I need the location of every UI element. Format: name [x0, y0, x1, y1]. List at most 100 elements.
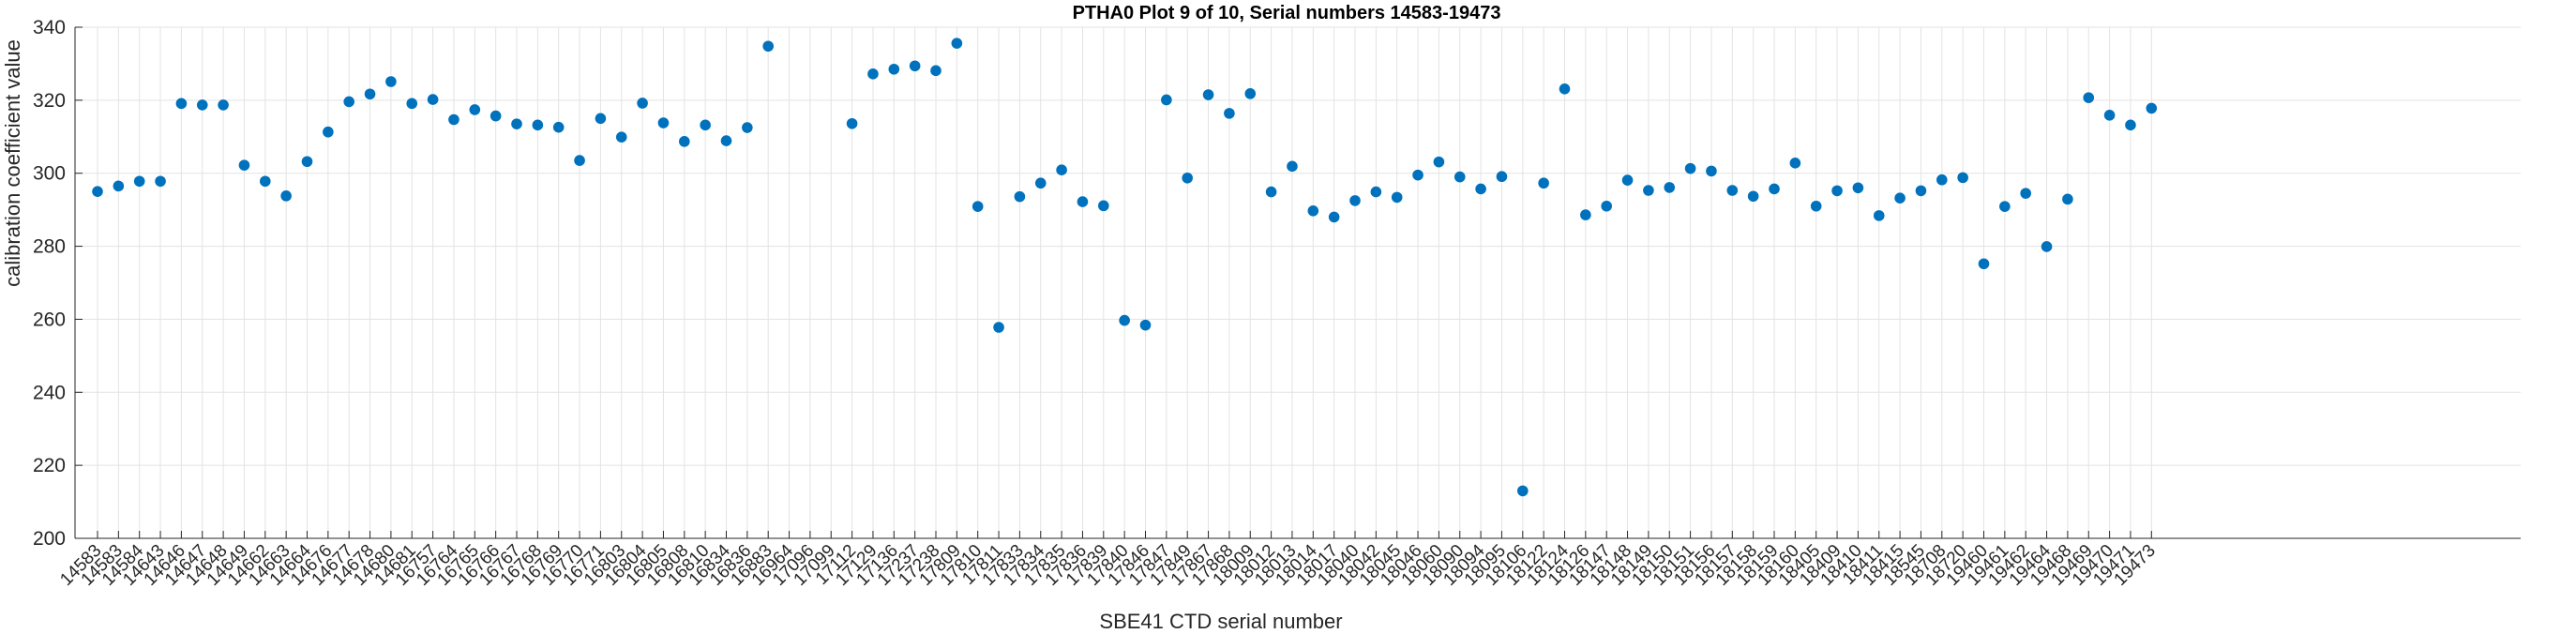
data-point — [2062, 193, 2073, 205]
data-point — [1601, 200, 1612, 212]
data-point — [951, 38, 963, 49]
data-point — [1349, 195, 1361, 206]
data-point — [1747, 190, 1759, 203]
data-point — [1538, 177, 1549, 189]
data-point — [1978, 258, 1990, 270]
data-point — [930, 65, 942, 77]
data-point — [218, 99, 229, 111]
data-point — [1034, 177, 1047, 189]
data-point — [867, 68, 879, 80]
data-point — [1580, 209, 1591, 220]
data-point — [1391, 191, 1403, 204]
data-point — [301, 156, 313, 168]
data-point — [1412, 169, 1424, 181]
data-point — [1287, 160, 1298, 173]
data-point — [280, 190, 292, 202]
grid-layer — [75, 26, 2521, 539]
data-point — [700, 119, 711, 131]
data-point — [1161, 94, 1172, 106]
data-point — [2020, 188, 2031, 199]
data-point — [1957, 172, 1968, 184]
data-point — [1056, 164, 1067, 176]
data-point — [1664, 182, 1676, 193]
data-point — [1475, 183, 1486, 195]
data-point — [1915, 185, 1927, 197]
data-point — [972, 201, 984, 212]
x-axis-label: SBE41 CTD serial number — [1099, 610, 1342, 633]
data-point — [1769, 183, 1780, 195]
data-point — [679, 136, 690, 147]
data-point — [1224, 108, 1235, 119]
y-tick-labels: 200 220 240 260 280 300 320 340 — [33, 17, 66, 550]
data-point — [615, 131, 627, 143]
data-point — [1894, 192, 1906, 204]
y-tick-label: 260 — [33, 309, 66, 330]
data-point — [1726, 185, 1739, 196]
data-point — [469, 104, 481, 115]
data-point — [2083, 92, 2095, 103]
data-point — [490, 110, 502, 122]
data-point — [92, 186, 103, 197]
data-point — [2125, 119, 2136, 131]
data-point — [1265, 186, 1277, 198]
data-point — [742, 122, 753, 133]
data-point — [1328, 211, 1340, 223]
data-points — [92, 38, 2158, 497]
data-point — [385, 76, 397, 87]
data-point — [260, 175, 271, 188]
data-point — [1496, 171, 1508, 183]
y-axis-label: calibration coefficient value — [1, 39, 24, 287]
data-point — [1307, 205, 1319, 217]
data-point — [1873, 210, 1885, 221]
data-point — [1831, 185, 1843, 197]
data-point — [1684, 162, 1696, 174]
data-point — [1244, 88, 1257, 99]
data-point — [1559, 83, 1571, 95]
data-point — [196, 99, 208, 111]
data-point — [1936, 174, 1948, 186]
data-point — [175, 98, 188, 110]
data-point — [762, 40, 774, 53]
data-point — [574, 155, 585, 166]
data-point — [1517, 485, 1529, 497]
data-point — [1433, 156, 1445, 168]
data-point — [1077, 196, 1089, 207]
y-tick-label: 280 — [33, 236, 66, 258]
data-point — [552, 121, 565, 133]
data-point — [1621, 174, 1634, 186]
data-point — [637, 98, 648, 109]
data-point — [1810, 200, 1822, 212]
data-point — [1999, 201, 2011, 212]
data-point — [1789, 158, 1801, 169]
y-tick-label: 340 — [33, 17, 66, 38]
data-point — [909, 60, 921, 72]
data-point — [1014, 190, 1026, 203]
data-point — [1098, 200, 1109, 212]
axes-layer — [74, 26, 2521, 539]
data-point — [1706, 165, 1717, 177]
y-tick-label: 300 — [33, 163, 66, 185]
data-point — [448, 113, 459, 126]
data-point — [2103, 110, 2116, 121]
data-point — [133, 175, 145, 188]
data-point — [1182, 172, 1193, 184]
data-point — [323, 126, 334, 138]
data-point — [1370, 186, 1382, 198]
data-point — [511, 118, 522, 129]
data-point — [846, 117, 858, 129]
data-point — [595, 113, 607, 125]
x-tick-labels: 1458314583145841464314646146471464814649… — [56, 540, 2160, 590]
y-tick-label: 320 — [33, 90, 66, 112]
y-tick-label: 240 — [33, 382, 66, 403]
data-point — [1139, 319, 1152, 331]
data-point — [113, 180, 125, 192]
data-point — [1852, 182, 1864, 194]
data-point — [720, 135, 732, 146]
data-point — [238, 159, 250, 171]
data-point — [1643, 185, 1654, 196]
y-tick-label: 220 — [33, 455, 66, 476]
data-point — [406, 98, 418, 110]
data-point — [364, 88, 376, 100]
data-point — [155, 175, 166, 188]
